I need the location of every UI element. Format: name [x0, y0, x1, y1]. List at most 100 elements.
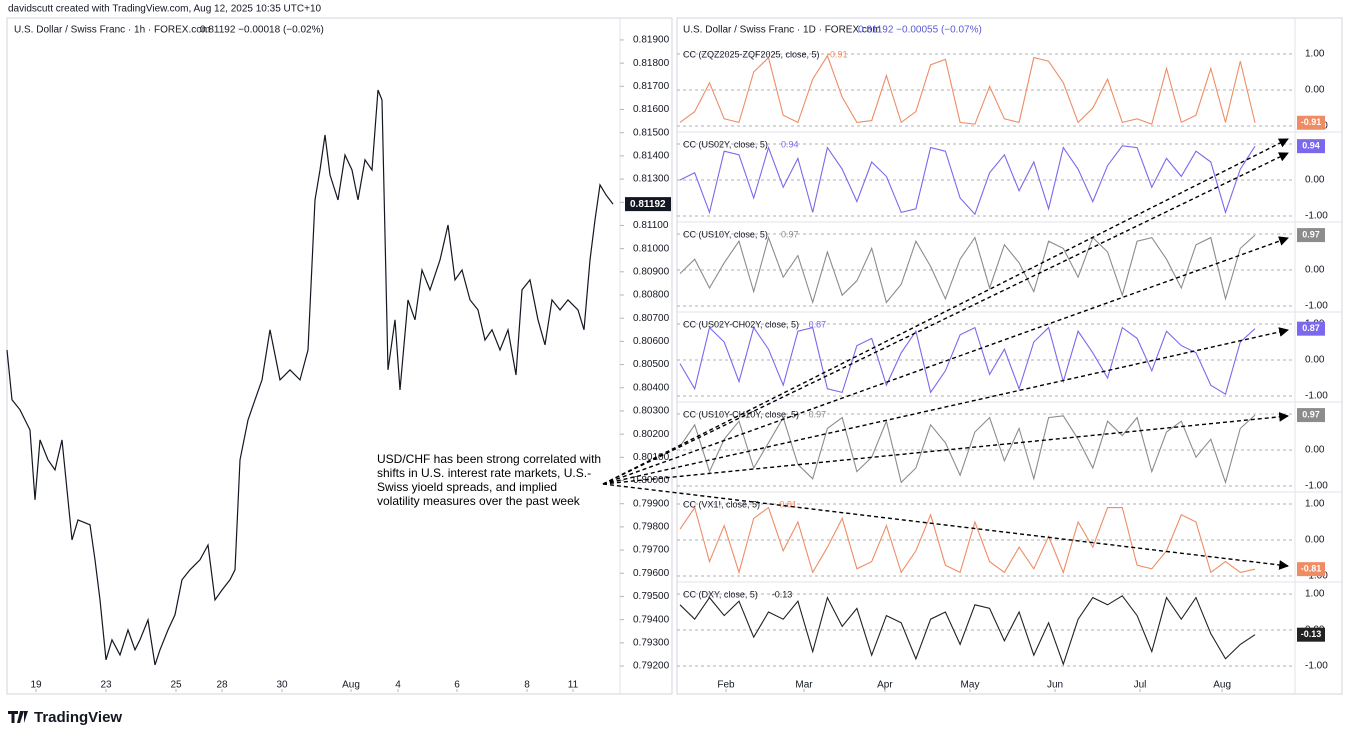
y-tick-label: 0.79900: [633, 498, 670, 509]
y-tick-label: 0.79500: [633, 591, 670, 602]
y-tick-label: 0.79800: [633, 522, 670, 533]
y-tick-label: 0.80800: [633, 290, 670, 301]
x-tick-label: May: [961, 680, 980, 691]
correlation-line: [679, 506, 1256, 575]
y-tick-label: -1.00: [1305, 481, 1328, 492]
y-tick-label: 0.00: [1305, 535, 1325, 546]
y-tick-label: 0.81800: [633, 58, 670, 69]
y-tick-label: 0.80100: [633, 452, 670, 463]
value-badge: [1297, 321, 1325, 336]
x-tick-label: 23: [100, 680, 112, 691]
y-tick-label: 0.80200: [633, 429, 670, 440]
value-badge: [1297, 228, 1325, 243]
y-tick-label: 0.81000: [633, 243, 670, 254]
value-badge-label: 0.97: [1302, 409, 1320, 419]
value-badge: [1297, 562, 1325, 577]
x-tick-label: Feb: [717, 680, 735, 691]
y-tick-label: 0.81600: [633, 104, 670, 115]
pane-value: -0.91: [827, 49, 848, 59]
y-tick-label: 0.81700: [633, 81, 670, 92]
credit: davidscutt created with TradingView.com,…: [8, 4, 322, 15]
y-tick-label: 0.80300: [633, 406, 670, 417]
value-badge-label: -0.13: [1301, 629, 1322, 639]
pane-value: 0.97: [809, 409, 827, 419]
value-badge-label: 0.94: [1302, 141, 1320, 151]
value-badge: [1297, 115, 1325, 130]
y-tick-label: -1.00: [1305, 391, 1328, 402]
y-tick-label: 1.00: [1305, 49, 1325, 60]
arrow: [602, 152, 1289, 485]
pane-value: -0.81: [776, 499, 797, 509]
value-badge: [1297, 408, 1325, 423]
y-tick-label: 0.80400: [633, 382, 670, 393]
x-tick-label: 11: [568, 680, 579, 691]
arrow: [602, 411, 1289, 485]
y-tick-label: -1.00: [1305, 301, 1328, 312]
x-tick-label: Mar: [795, 680, 813, 691]
y-tick-label: 0.80000: [633, 475, 670, 486]
left-quote: 0.81192 −0.00018 (−0.02%): [200, 25, 324, 36]
x-tick-label: Jul: [1134, 680, 1147, 691]
y-tick-label: 0.00: [1305, 445, 1325, 456]
y-tick-label: 0.81900: [633, 35, 670, 46]
arrow: [602, 236, 1289, 485]
correlation-line: [679, 326, 1256, 396]
y-tick-label: 0.00: [1305, 175, 1325, 186]
left-title: U.S. Dollar / Swiss Franc · 1h · FOREX.c…: [14, 25, 210, 36]
y-tick-label: 0.81100: [633, 220, 669, 231]
arrows: [602, 138, 1289, 570]
arrow: [602, 138, 1289, 485]
pane-title: CC (DXY, close, 5): [683, 589, 758, 599]
pane-value: 0.97: [781, 229, 799, 239]
right-quote: 0.81192 −0.00055 (−0.07%): [858, 25, 982, 36]
y-tick-label: 0.00: [1305, 355, 1325, 366]
x-tick-label: 28: [216, 680, 228, 691]
x-tick-label: 8: [524, 680, 530, 691]
y-tick-label: 0.79600: [633, 568, 670, 579]
x-tick-label: 25: [170, 680, 182, 691]
y-tick-label: 1.00: [1305, 589, 1325, 600]
value-badge-label: -0.91: [1301, 117, 1322, 127]
x-tick-label: 6: [454, 680, 460, 691]
y-tick-label: 0.79300: [633, 637, 670, 648]
y-tick-label: 0.00: [1305, 265, 1325, 276]
y-tick-label: 0.80700: [633, 313, 670, 324]
correlation-line: [679, 145, 1256, 216]
y-tick-label: 0.00: [1305, 85, 1325, 96]
price-badge-label: 0.81192: [630, 199, 666, 210]
x-tick-label: Jun: [1047, 680, 1063, 691]
pane-title: CC (US02Y-CH02Y, close, 5): [683, 319, 799, 329]
logo: TradingView: [8, 709, 122, 726]
correlation-line: [679, 234, 1256, 305]
correlation-line: [679, 595, 1256, 666]
pane-title: CC (US10Y, close, 5): [683, 229, 768, 239]
x-tick-label: 19: [30, 680, 42, 691]
x-tick-label: 30: [276, 680, 288, 691]
y-tick-label: 0.80900: [633, 266, 670, 277]
logo-text: TradingView: [34, 709, 122, 726]
y-tick-label: 0.79700: [633, 545, 670, 556]
pane-title: CC (ZQZ2025-ZQF2025, close, 5): [683, 49, 820, 59]
value-badge-label: 0.87: [1302, 323, 1320, 333]
value-badge-label: -0.81: [1301, 564, 1322, 574]
y-tick-label: 0.80600: [633, 336, 670, 347]
left-frame: [6, 17, 673, 695]
y-tick-label: 0.81500: [633, 127, 670, 138]
y-tick-label: -1.00: [1305, 661, 1328, 672]
pane-title: CC (VX1!, close, 5): [683, 499, 760, 509]
annotation: USD/CHF has been strong correlated with …: [377, 452, 602, 508]
value-badge: [1297, 627, 1325, 642]
y-tick-label: 1.00: [1305, 499, 1325, 510]
pane-value: 0.94: [781, 139, 799, 149]
value-badge: [1297, 139, 1325, 154]
price-badge: [625, 197, 671, 212]
arrow: [602, 327, 1289, 485]
y-tick-label: 0.79200: [633, 661, 670, 672]
right-frame: [676, 17, 1343, 695]
pane-title: CC (US02Y, close, 5): [683, 139, 768, 149]
y-tick-label: 0.80500: [633, 359, 670, 370]
pane-value: -0.13: [772, 589, 793, 599]
arrow: [602, 483, 1289, 570]
